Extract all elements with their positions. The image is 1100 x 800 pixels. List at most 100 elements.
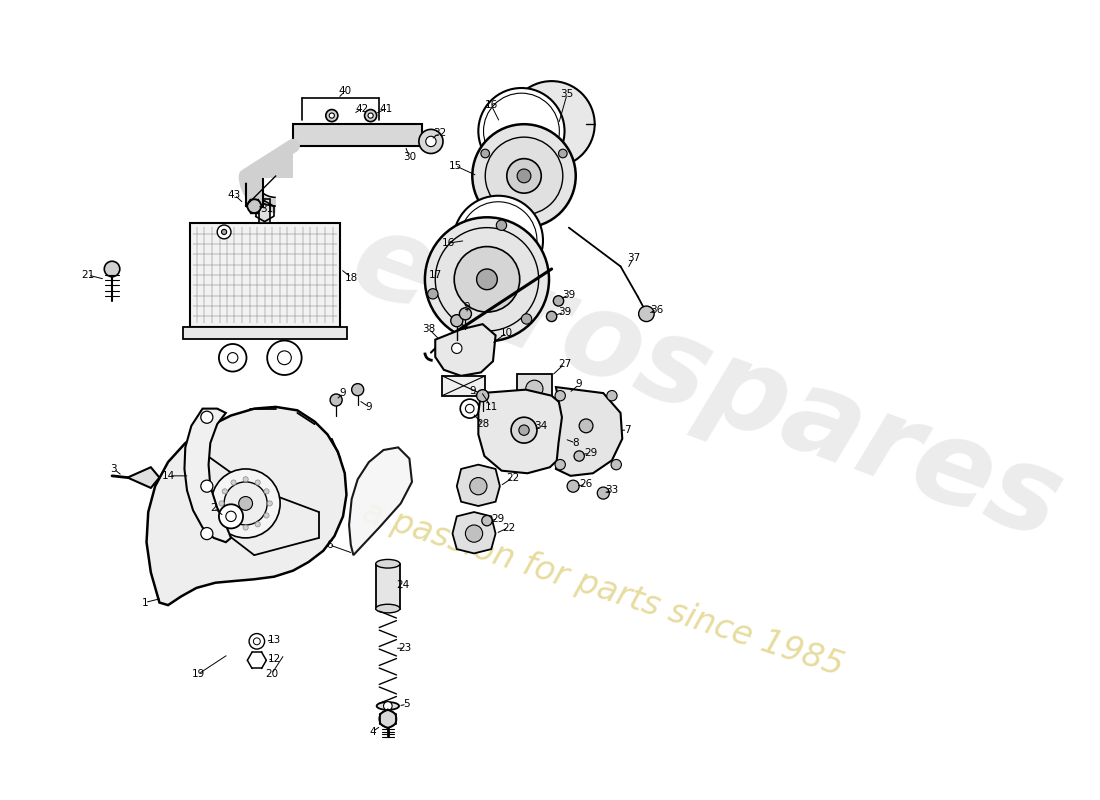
Text: 20: 20 [265, 669, 278, 679]
Polygon shape [245, 146, 293, 178]
Circle shape [248, 199, 261, 213]
Ellipse shape [376, 604, 400, 613]
Text: 9: 9 [340, 388, 346, 398]
Circle shape [519, 425, 529, 435]
Circle shape [454, 246, 519, 312]
Circle shape [384, 702, 393, 710]
Circle shape [521, 314, 531, 324]
Text: 34: 34 [535, 421, 548, 431]
Circle shape [352, 384, 364, 396]
Circle shape [201, 527, 213, 540]
Circle shape [530, 414, 539, 423]
Circle shape [267, 501, 273, 506]
Circle shape [476, 390, 488, 402]
Circle shape [219, 344, 246, 371]
Circle shape [460, 308, 472, 320]
Circle shape [597, 487, 609, 499]
Polygon shape [349, 447, 412, 555]
Text: 31: 31 [261, 204, 274, 214]
Circle shape [243, 477, 249, 482]
Circle shape [425, 218, 549, 342]
Text: 18: 18 [345, 273, 359, 282]
Circle shape [496, 220, 507, 230]
Circle shape [460, 202, 537, 279]
Circle shape [607, 390, 617, 401]
Text: 40: 40 [338, 86, 351, 97]
Circle shape [526, 380, 543, 398]
Polygon shape [146, 407, 346, 605]
Circle shape [221, 230, 227, 234]
Text: 16: 16 [441, 238, 454, 248]
Polygon shape [185, 413, 340, 572]
Text: 11: 11 [485, 402, 498, 412]
Circle shape [326, 110, 338, 122]
Text: 24: 24 [397, 580, 410, 590]
Polygon shape [128, 467, 160, 488]
Circle shape [224, 482, 267, 525]
Circle shape [201, 411, 213, 423]
Circle shape [556, 390, 565, 401]
Text: 29: 29 [492, 514, 505, 524]
Text: a passion for parts since 1985: a passion for parts since 1985 [359, 496, 848, 683]
Circle shape [568, 480, 580, 492]
Circle shape [379, 710, 396, 727]
Circle shape [255, 480, 261, 485]
Text: 8: 8 [572, 438, 579, 448]
Text: 10: 10 [500, 328, 514, 338]
Circle shape [222, 489, 228, 494]
Text: 43: 43 [228, 190, 241, 200]
Polygon shape [478, 390, 573, 474]
Polygon shape [456, 465, 499, 506]
Text: 7: 7 [624, 425, 630, 435]
Circle shape [460, 399, 480, 418]
Text: 17: 17 [429, 270, 442, 280]
Circle shape [544, 118, 559, 131]
Circle shape [419, 130, 443, 154]
Circle shape [472, 124, 575, 228]
Text: 12: 12 [267, 654, 280, 663]
Circle shape [519, 217, 528, 225]
Text: 14: 14 [163, 471, 176, 481]
Circle shape [436, 228, 539, 331]
Circle shape [264, 513, 270, 518]
Text: 9: 9 [464, 302, 471, 312]
Polygon shape [185, 409, 231, 542]
Text: 29: 29 [584, 449, 597, 458]
Circle shape [364, 110, 376, 122]
Bar [260, 199, 270, 223]
Circle shape [201, 480, 213, 492]
Ellipse shape [376, 559, 400, 568]
Text: 23: 23 [398, 643, 411, 654]
Text: 16: 16 [485, 100, 498, 110]
Text: 39: 39 [558, 307, 571, 317]
Circle shape [507, 158, 541, 193]
Circle shape [517, 169, 531, 183]
Text: 5: 5 [404, 699, 410, 710]
Circle shape [476, 269, 497, 290]
Text: 22: 22 [502, 522, 515, 533]
Text: 13: 13 [267, 634, 280, 645]
Circle shape [368, 113, 373, 118]
Circle shape [239, 497, 253, 510]
Text: 30: 30 [403, 152, 416, 162]
Circle shape [222, 513, 228, 518]
Circle shape [465, 525, 483, 542]
Text: 35: 35 [561, 89, 574, 99]
Text: 28: 28 [476, 419, 490, 429]
Circle shape [465, 404, 474, 413]
Circle shape [553, 296, 563, 306]
Circle shape [219, 501, 224, 506]
Circle shape [639, 306, 654, 322]
Text: 39: 39 [562, 290, 575, 300]
Circle shape [330, 394, 342, 406]
Bar [189, 223, 340, 326]
Circle shape [484, 93, 560, 169]
Circle shape [217, 225, 231, 239]
Polygon shape [442, 376, 485, 396]
Circle shape [211, 469, 280, 538]
Text: 33: 33 [605, 486, 618, 495]
Circle shape [255, 522, 261, 527]
Text: 22: 22 [506, 473, 519, 482]
Circle shape [428, 289, 438, 299]
Circle shape [104, 262, 120, 277]
